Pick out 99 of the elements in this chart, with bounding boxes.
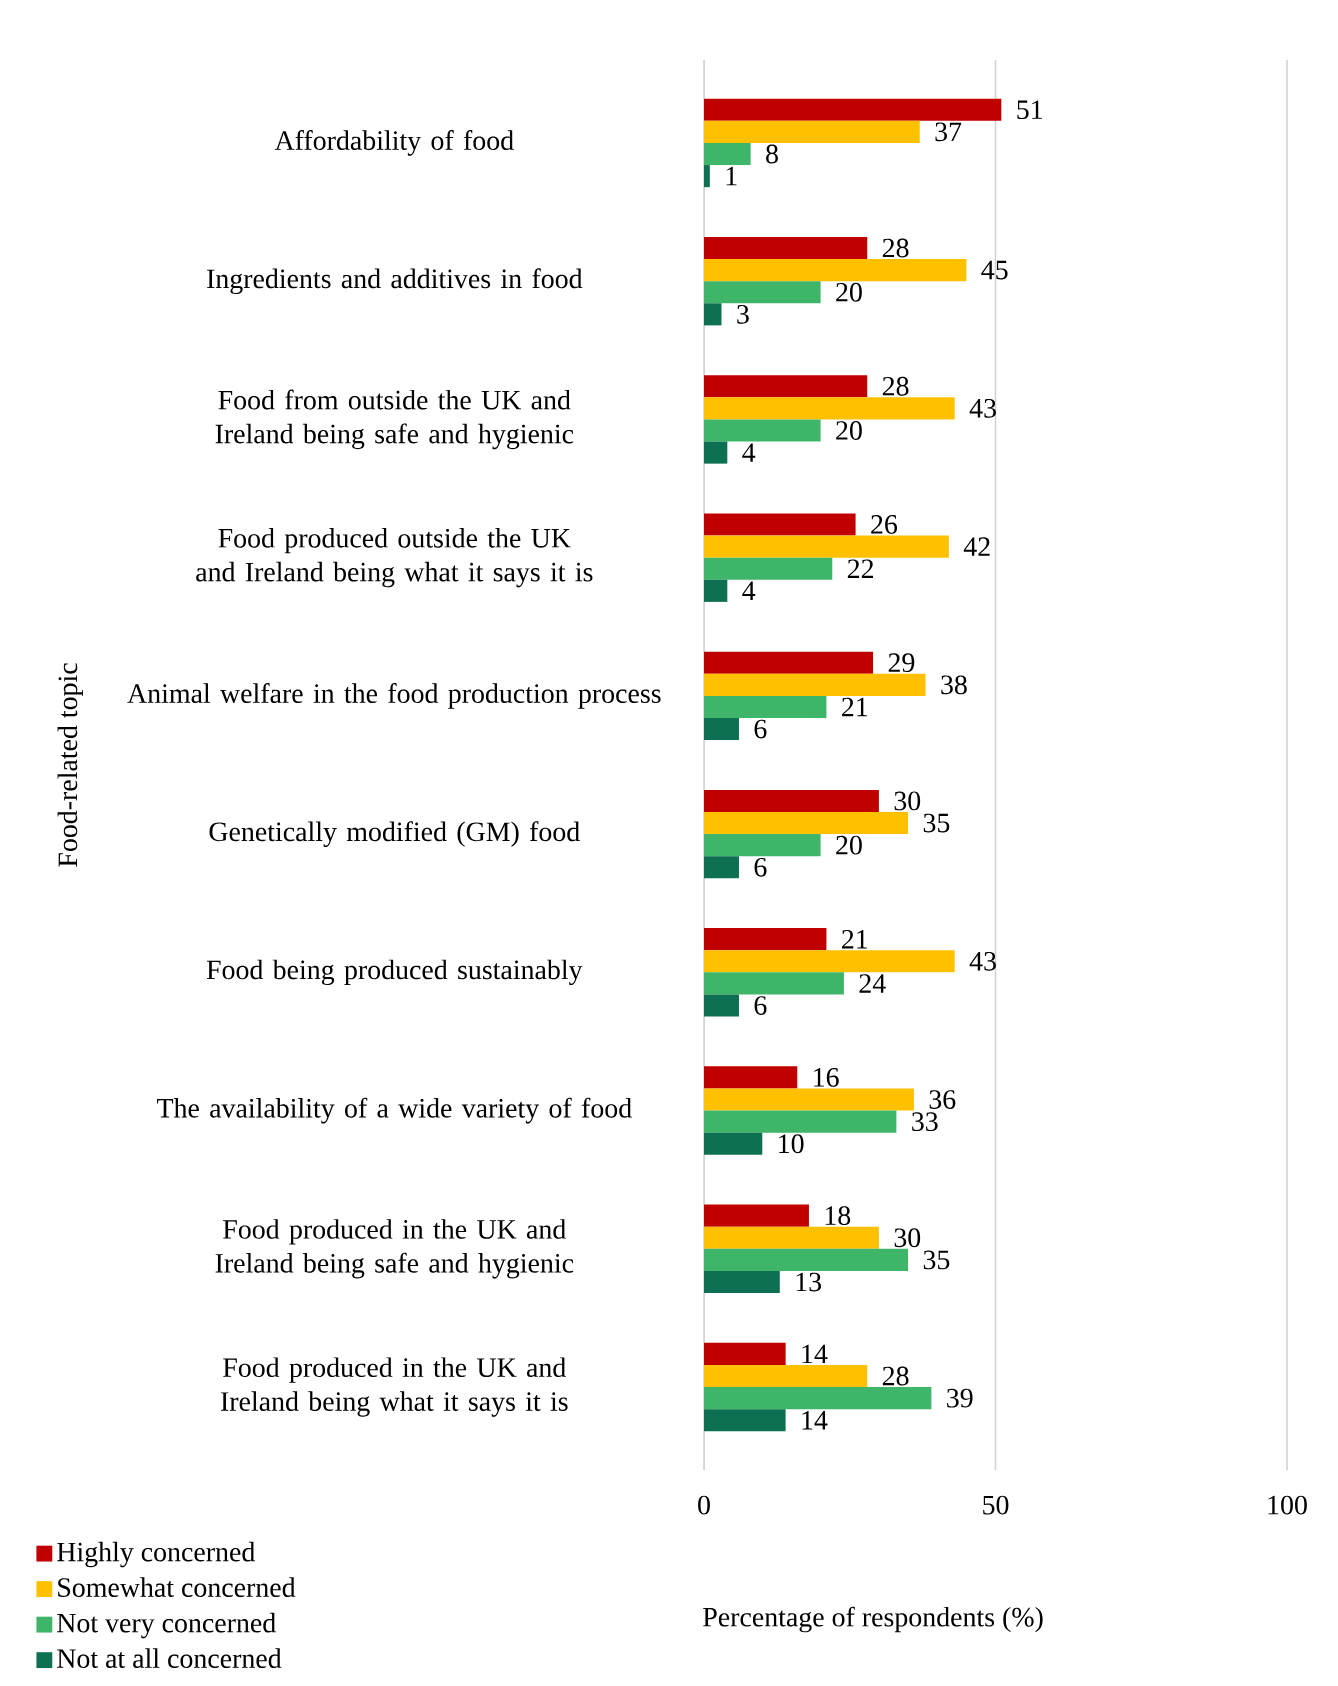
bar	[704, 579, 728, 602]
data-label: 22	[847, 559, 874, 578]
data-label: 13	[796, 1272, 822, 1292]
x-tick-label: 0	[698, 1495, 710, 1515]
data-label: 45	[981, 260, 1008, 280]
bar	[704, 972, 844, 995]
bar	[704, 950, 955, 973]
bar	[704, 1110, 897, 1133]
bar	[704, 811, 909, 835]
data-label: 33	[912, 1112, 938, 1132]
bar	[704, 717, 739, 741]
data-label: 28	[882, 376, 909, 396]
bar	[704, 1342, 786, 1365]
data-label: 29	[888, 653, 915, 673]
data-label: 38	[941, 675, 967, 695]
legend-label: Not very concerned	[57, 1612, 276, 1639]
y-axis-title: Food-related topic	[57, 663, 83, 867]
y-tick-label: Food from outside the UK and Ireland being safe and hygienic	[215, 389, 574, 450]
data-label: 30	[894, 791, 921, 811]
x-tick-label: 100	[1268, 1495, 1307, 1515]
data-label: 1	[726, 166, 737, 186]
data-label: 20	[836, 421, 862, 440]
y-tick-label: Food produced in the UK and Ireland being safe and hygienic	[215, 1219, 574, 1279]
data-label: 26	[871, 515, 898, 534]
legend-label: Not at all concerned	[57, 1648, 282, 1668]
data-label: 4	[742, 581, 756, 600]
bar	[704, 1066, 798, 1089]
bar	[704, 142, 751, 166]
bar	[704, 165, 710, 188]
bar	[704, 397, 955, 420]
data-label: 35	[923, 1250, 950, 1270]
bar	[704, 259, 967, 282]
bar	[704, 120, 920, 143]
bar	[704, 375, 868, 398]
data-label: 30	[894, 1228, 921, 1248]
bar	[704, 928, 827, 951]
bar	[704, 1409, 786, 1432]
x-tick-label: 50	[983, 1495, 1009, 1515]
y-tick-label: Animal welfare in the food production process	[127, 683, 661, 709]
data-label: 37	[935, 122, 962, 142]
data-label: 14	[802, 1411, 828, 1430]
data-label: 18	[825, 1206, 851, 1226]
y-tick-label: The availability of a wide variety of food	[157, 1097, 632, 1124]
bar	[704, 856, 739, 879]
data-label: 16	[814, 1068, 839, 1087]
bar	[704, 1088, 914, 1111]
legend-label: Somewhat concerned	[58, 1577, 296, 1597]
y-tick-label: Food produced outside the UK and Ireland being what it says it is	[196, 527, 593, 588]
bar	[704, 1387, 932, 1410]
data-label: 6	[754, 996, 767, 1015]
bar	[704, 1204, 809, 1227]
bar	[704, 98, 1002, 121]
bar	[704, 513, 856, 536]
data-label: 6	[754, 857, 767, 877]
y-tick-label: Food produced in the UK and Ireland being what it says it is	[220, 1357, 568, 1417]
bar	[704, 535, 949, 558]
y-tick-label: Affordability of food	[274, 130, 514, 156]
data-label: 28	[882, 238, 909, 258]
legend-label: Highly concerned	[57, 1541, 256, 1568]
bar	[704, 834, 821, 857]
data-label: 42	[963, 537, 990, 556]
data-label: 20	[836, 835, 862, 855]
bar	[704, 303, 722, 326]
data-label: 35	[923, 813, 950, 833]
bar	[704, 673, 926, 696]
data-label: 43	[969, 398, 996, 418]
data-label: 39	[947, 1388, 973, 1408]
bar	[704, 1270, 780, 1294]
data-label: 6	[754, 719, 767, 739]
data-label: 51	[1017, 100, 1042, 120]
data-label: 43	[969, 951, 996, 971]
data-label: 14	[802, 1344, 828, 1364]
bar	[704, 1364, 868, 1388]
y-tick-label: Genetically modified (GM) food	[209, 821, 580, 847]
data-label: 21	[842, 697, 868, 717]
data-label: 21	[842, 929, 868, 949]
data-label: 3	[737, 304, 749, 324]
y-tick-label: Food being produced sustainably	[206, 959, 583, 986]
data-label: 20	[836, 282, 862, 302]
bar	[704, 419, 821, 442]
bar	[704, 789, 879, 812]
data-label: 4	[742, 443, 756, 462]
bar	[704, 236, 868, 260]
bar	[704, 557, 833, 580]
data-label: 28	[882, 1366, 909, 1386]
bar	[704, 695, 827, 718]
data-label: 10	[779, 1134, 804, 1154]
bar	[704, 994, 739, 1017]
data-label: 36	[929, 1090, 956, 1109]
bar	[704, 651, 874, 674]
bar	[704, 1226, 879, 1249]
bar	[704, 1248, 909, 1271]
bar	[704, 441, 728, 464]
y-tick-label: Ingredients and additives in food	[207, 268, 583, 294]
data-label: 24	[859, 974, 886, 993]
bar	[704, 1132, 763, 1155]
bar	[704, 281, 821, 304]
data-label: 8	[766, 144, 778, 164]
x-axis-title: Percentage of respondents (%)	[703, 1606, 1043, 1633]
